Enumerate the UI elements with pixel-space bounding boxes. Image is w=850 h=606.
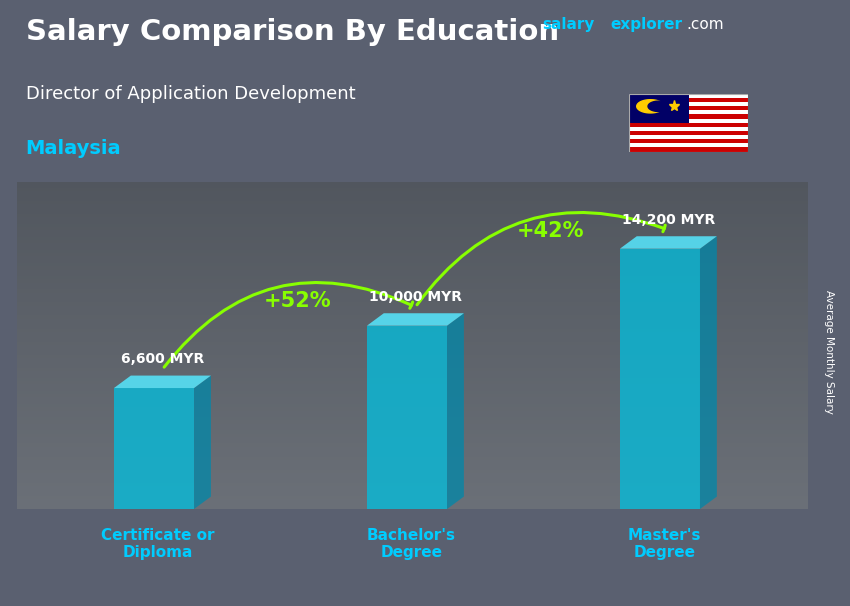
Polygon shape (447, 313, 464, 509)
Polygon shape (367, 325, 447, 509)
Bar (629, 127, 748, 131)
Bar (629, 115, 748, 119)
Text: Malaysia: Malaysia (26, 139, 121, 158)
Text: Master's
Degree: Master's Degree (627, 528, 701, 560)
Text: +42%: +42% (517, 221, 584, 241)
Text: Salary Comparison By Education: Salary Comparison By Education (26, 18, 558, 46)
Text: Director of Application Development: Director of Application Development (26, 85, 355, 103)
Text: 6,600 MYR: 6,600 MYR (121, 352, 204, 366)
Bar (629, 147, 748, 152)
Polygon shape (114, 388, 194, 509)
Text: Certificate or
Diploma: Certificate or Diploma (101, 528, 215, 560)
Text: explorer: explorer (610, 17, 683, 32)
Polygon shape (367, 313, 464, 325)
Bar (629, 94, 748, 98)
Polygon shape (637, 100, 664, 113)
Bar (629, 135, 748, 139)
Bar (629, 102, 748, 106)
Text: salary: salary (542, 17, 595, 32)
Text: 14,200 MYR: 14,200 MYR (621, 213, 715, 227)
Bar (629, 98, 748, 102)
Bar (629, 106, 748, 110)
Polygon shape (194, 376, 211, 509)
Polygon shape (114, 376, 211, 388)
Bar (629, 94, 688, 122)
Text: +52%: +52% (264, 291, 332, 311)
Polygon shape (700, 236, 717, 509)
Bar (629, 143, 748, 147)
Bar (629, 139, 748, 143)
Polygon shape (648, 101, 670, 112)
Bar (629, 110, 748, 115)
Text: 10,000 MYR: 10,000 MYR (369, 290, 462, 304)
Bar (629, 122, 748, 127)
Text: .com: .com (687, 17, 724, 32)
Bar (629, 131, 748, 135)
Text: Bachelor's
Degree: Bachelor's Degree (366, 528, 456, 560)
Text: Average Monthly Salary: Average Monthly Salary (824, 290, 834, 413)
Polygon shape (620, 236, 717, 248)
Bar (629, 119, 748, 122)
Polygon shape (620, 248, 700, 509)
